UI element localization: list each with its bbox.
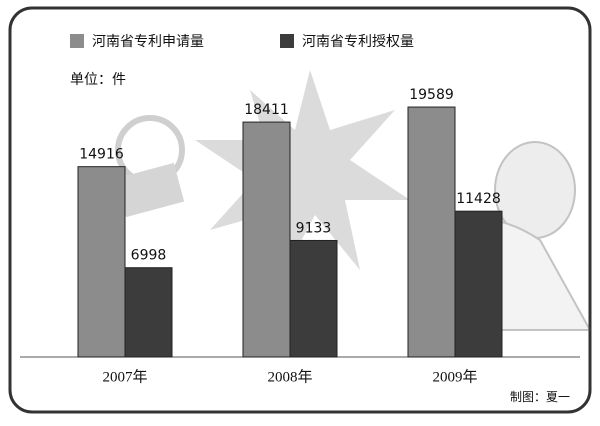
legend-swatch xyxy=(70,34,84,48)
value-label: 6998 xyxy=(131,248,167,264)
value-label: 9133 xyxy=(296,220,332,236)
legend-swatch xyxy=(280,34,294,48)
bar xyxy=(454,210,503,358)
value-label: 19589 xyxy=(409,87,454,103)
credit: 制图：夏一 xyxy=(510,390,570,404)
bar xyxy=(242,121,291,358)
bar xyxy=(289,239,338,358)
x-tick-label: 2008年 xyxy=(267,368,312,385)
x-tick-label: 2007年 xyxy=(102,368,147,385)
value-label: 18411 xyxy=(244,102,289,118)
unit-label: 单位：件 xyxy=(70,72,126,88)
x-tick-label: 2009年 xyxy=(432,368,477,385)
bar xyxy=(77,166,126,358)
value-label: 14916 xyxy=(79,147,124,163)
legend-label: 河南省专利申请量 xyxy=(92,34,204,50)
value-label: 11428 xyxy=(456,191,501,207)
bar xyxy=(407,106,456,358)
bar xyxy=(124,267,173,358)
legend-label: 河南省专利授权量 xyxy=(302,34,414,50)
